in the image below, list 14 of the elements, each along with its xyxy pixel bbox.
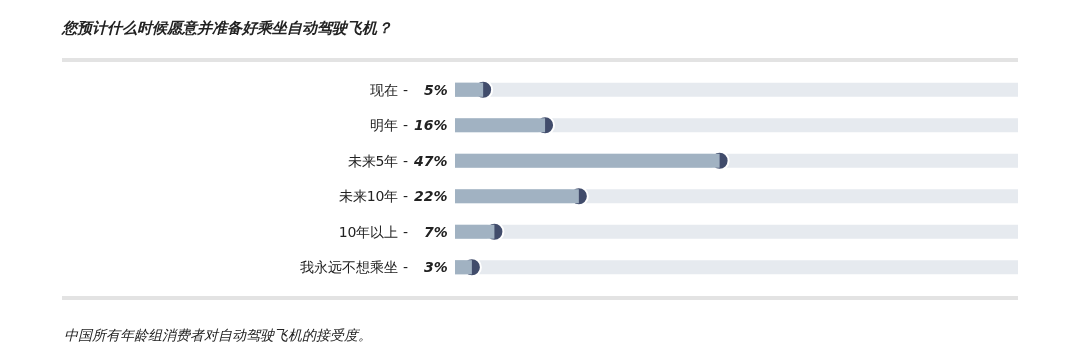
data-label: 22% [414, 188, 448, 204]
data-label: 47% [413, 153, 448, 169]
data-label: 5% [424, 82, 448, 98]
y-tick-label: 我永远不想乘坐 - [300, 259, 408, 276]
y-tick-label: 10年以上 - [338, 223, 408, 240]
y-tick-label: 现在 - [370, 81, 408, 98]
data-label: 16% [414, 117, 448, 133]
data-label: 7% [424, 224, 448, 240]
y-tick-label: 明年 - [370, 117, 408, 134]
data-label: 3% [424, 259, 448, 275]
text: 中国所有年龄组消费者对自动驾驶飞机的接受度。 [64, 327, 372, 343]
y-tick-label: 未来10年 - [338, 188, 408, 205]
y-tick-label: 未来5年 - [347, 152, 408, 169]
text: 您预计什么时候愿意并准备好乘坐自动驾驶飞机？ [61, 19, 392, 38]
